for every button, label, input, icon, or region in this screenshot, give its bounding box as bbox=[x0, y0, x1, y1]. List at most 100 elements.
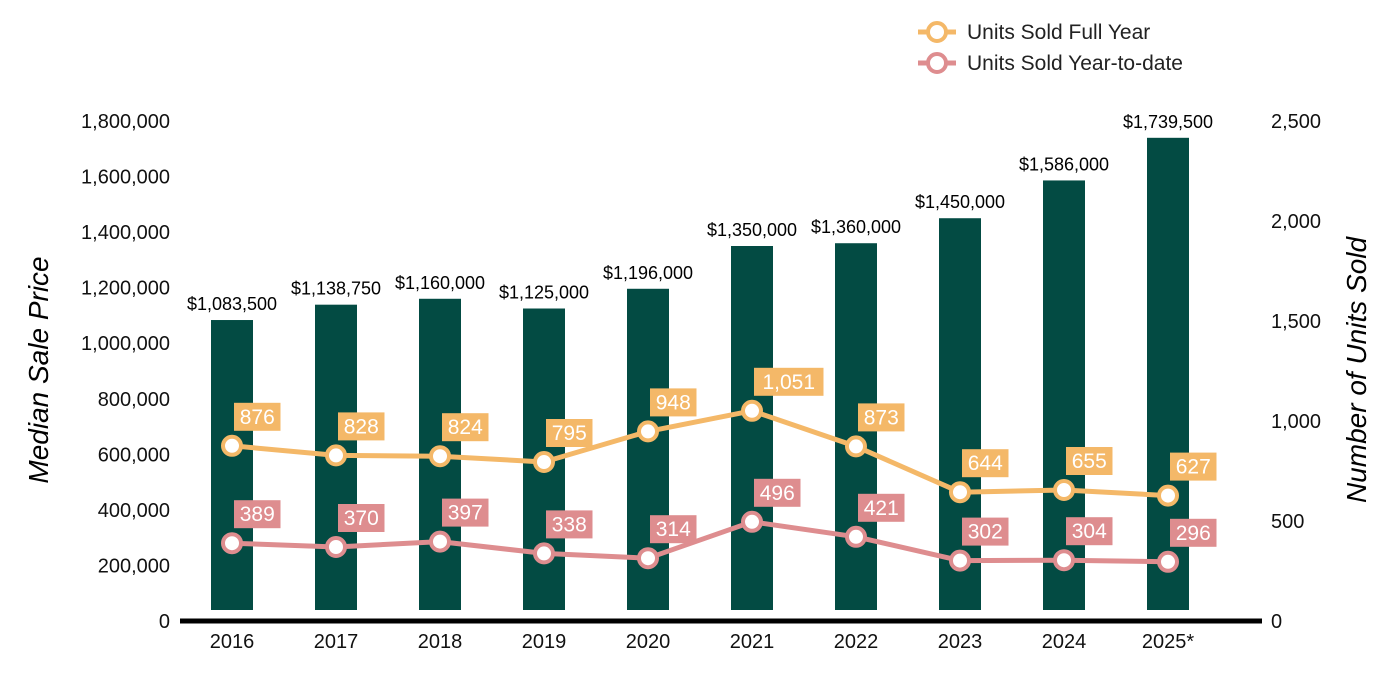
y-right-tick: 1,500 bbox=[1271, 311, 1321, 333]
y-left-tick-labels: 0 200,000 400,000 600,000 800,000 1,000,000 1,… bbox=[81, 111, 170, 633]
bar-label-2025*: $1,739,500 bbox=[1123, 112, 1213, 132]
series-point bbox=[429, 445, 451, 468]
x-tick-2017: 2017 bbox=[314, 631, 359, 653]
bar-label-2021: $1,350,000 bbox=[707, 220, 797, 240]
y-left-tick: 200,000 bbox=[98, 555, 170, 577]
legend-swatch-marker bbox=[926, 52, 948, 74]
point-label-box bbox=[442, 413, 489, 442]
legend-label: Units Sold Year-to-date bbox=[967, 52, 1183, 75]
series-point bbox=[949, 481, 971, 504]
series-point bbox=[221, 434, 243, 457]
point-label: 296 bbox=[1176, 522, 1211, 545]
point-label: 389 bbox=[240, 503, 275, 526]
point-label: 421 bbox=[864, 497, 899, 520]
legend-swatch-marker bbox=[926, 21, 948, 43]
point-label: 876 bbox=[240, 406, 275, 429]
bar-value-labels: $1,083,500 $1,138,750 $1,160,000 $1,125,000… bbox=[187, 112, 1213, 314]
y-left-tick: 1,000,000 bbox=[81, 333, 170, 355]
point-label-box bbox=[546, 419, 593, 447]
series-point bbox=[221, 532, 243, 555]
point-label-box bbox=[1066, 447, 1113, 475]
point-label: 338 bbox=[552, 513, 587, 536]
bar-label-2019: $1,125,000 bbox=[499, 283, 589, 303]
y-right-tick: 1,000 bbox=[1271, 411, 1321, 433]
series-point bbox=[741, 510, 763, 533]
point-label-box bbox=[754, 367, 824, 396]
bar-2021 bbox=[731, 246, 773, 610]
point-label: 314 bbox=[656, 518, 691, 541]
point-label-box bbox=[962, 517, 1009, 546]
series-line-1: 876 828 824 795 948 1,051 873 644 655 627 bbox=[221, 367, 1217, 507]
bar-2024 bbox=[1043, 180, 1085, 610]
point-label: 1,051 bbox=[762, 371, 815, 394]
y-left-tick: 1,600,000 bbox=[81, 167, 170, 189]
series-point bbox=[1053, 479, 1075, 501]
series-point bbox=[325, 444, 347, 467]
x-tick-2025*: 2025* bbox=[1142, 631, 1194, 653]
point-label-box bbox=[858, 403, 905, 432]
legend-label: Units Sold Full Year bbox=[967, 21, 1150, 44]
legend-item-1: Units Sold Full Year bbox=[918, 21, 1150, 44]
y-left-tick: 1,200,000 bbox=[81, 278, 170, 300]
point-label: 795 bbox=[552, 422, 587, 445]
point-label: 304 bbox=[1072, 520, 1107, 543]
point-label: 655 bbox=[1072, 450, 1107, 473]
series-point bbox=[845, 525, 867, 548]
series-point bbox=[429, 530, 451, 553]
point-label: 496 bbox=[760, 482, 795, 505]
point-label-box bbox=[442, 498, 489, 527]
bar-label-2020: $1,196,000 bbox=[603, 263, 693, 283]
x-tick-2024: 2024 bbox=[1042, 631, 1087, 653]
bar-label-2024: $1,586,000 bbox=[1019, 154, 1109, 174]
point-label-box bbox=[754, 478, 801, 507]
y-left-tick: 800,000 bbox=[98, 389, 170, 411]
y-left-tick: 0 bbox=[159, 611, 170, 633]
bar-label-2018: $1,160,000 bbox=[395, 273, 485, 293]
bar-label-2016: $1,083,500 bbox=[187, 294, 277, 314]
series-point bbox=[741, 399, 763, 422]
series-point bbox=[637, 547, 659, 570]
legend-item-2: Units Sold Year-to-date bbox=[918, 52, 1183, 75]
x-tick-2018: 2018 bbox=[418, 631, 463, 653]
point-label: 644 bbox=[968, 452, 1003, 475]
point-label: 824 bbox=[448, 416, 483, 439]
y-left-tick: 600,000 bbox=[98, 444, 170, 466]
point-label-box bbox=[1170, 518, 1217, 547]
point-label-box bbox=[858, 493, 905, 522]
point-label: 873 bbox=[864, 406, 899, 429]
bar-label-2017: $1,138,750 bbox=[291, 279, 381, 299]
point-label: 370 bbox=[344, 507, 379, 530]
x-tick-2021: 2021 bbox=[730, 631, 775, 653]
y-axis-left-title: Median Sale Price bbox=[23, 256, 54, 483]
point-label: 302 bbox=[968, 521, 1003, 544]
point-label-box bbox=[650, 515, 697, 544]
point-label: 828 bbox=[344, 415, 379, 438]
point-label-box bbox=[338, 504, 385, 532]
series-point bbox=[949, 549, 971, 572]
series-point bbox=[325, 536, 347, 558]
point-label-box bbox=[546, 510, 593, 539]
point-label-box bbox=[234, 402, 281, 431]
lines-layer: 876 828 824 795 948 1,051 873 644 655 627 389 370 39… bbox=[221, 367, 1217, 573]
point-label-box bbox=[234, 500, 281, 529]
series-point bbox=[845, 435, 867, 458]
series-point bbox=[533, 451, 555, 473]
bar-2016 bbox=[211, 320, 253, 610]
point-label-box bbox=[1170, 452, 1217, 481]
point-label: 627 bbox=[1176, 456, 1211, 479]
x-tick-labels: 2016 2017 2018 2019 2020 2021 2022 2023 2024 2025… bbox=[210, 631, 1195, 653]
point-label-box bbox=[1066, 517, 1113, 546]
x-tick-2020: 2020 bbox=[626, 631, 671, 653]
series-point bbox=[637, 420, 659, 443]
y-axis-right-title: Number of Units Sold bbox=[1341, 236, 1372, 504]
x-tick-2016: 2016 bbox=[210, 631, 255, 653]
y-right-tick-labels: 0 500 1,000 1,500 2,000 2,500 bbox=[1271, 111, 1321, 633]
x-tick-2022: 2022 bbox=[834, 631, 879, 653]
point-label: 948 bbox=[656, 391, 691, 414]
point-label-box bbox=[962, 449, 1009, 478]
point-label: 397 bbox=[448, 502, 483, 525]
y-left-tick: 400,000 bbox=[98, 500, 170, 522]
series-point bbox=[1157, 484, 1179, 507]
legend: Units Sold Full Year Units Sold Year-to-d… bbox=[918, 21, 1183, 75]
